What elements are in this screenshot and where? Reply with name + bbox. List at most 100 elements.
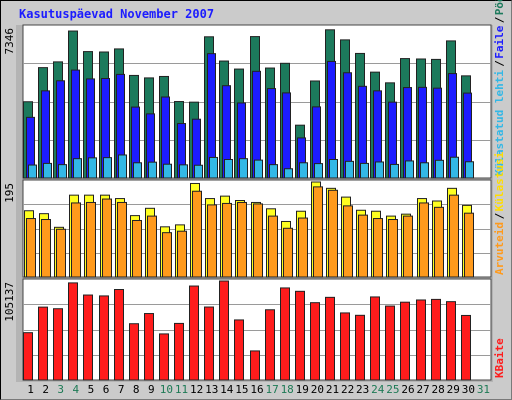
bar <box>56 228 66 278</box>
bar <box>239 158 248 179</box>
bar <box>192 190 202 278</box>
bar <box>73 158 82 179</box>
bar <box>269 164 278 179</box>
x-tick-label: 14 <box>220 383 234 396</box>
bar <box>310 302 320 381</box>
bar <box>222 202 232 278</box>
bar <box>419 202 429 278</box>
bar <box>431 298 441 381</box>
bar <box>118 154 127 179</box>
x-tick-label: 17 <box>265 383 278 396</box>
bar <box>56 80 65 179</box>
bar <box>284 168 293 179</box>
bar <box>117 201 127 278</box>
x-tick-label: 9 <box>148 383 155 396</box>
series-separator: / <box>493 212 506 219</box>
bar <box>68 282 78 381</box>
bar <box>416 299 426 381</box>
bar <box>403 215 413 278</box>
bar <box>343 205 353 278</box>
x-tick-label: 3 <box>57 383 64 396</box>
x-tick-label: 20 <box>311 383 324 396</box>
bar <box>99 295 109 381</box>
bar <box>177 230 187 278</box>
bar <box>446 301 456 381</box>
bar <box>388 219 398 278</box>
bar <box>329 159 338 179</box>
bar <box>358 214 368 278</box>
x-tick-label: 1 <box>27 383 34 396</box>
bar <box>174 322 184 381</box>
bar <box>224 159 233 179</box>
bar <box>464 212 474 278</box>
bar <box>390 163 399 179</box>
bar <box>295 290 305 381</box>
x-tick-label: 23 <box>356 383 369 396</box>
bar <box>189 285 199 381</box>
series-label: Külastatud lehti <box>493 70 506 176</box>
bar <box>328 189 338 278</box>
x-tick-label: 5 <box>88 383 95 396</box>
bar <box>53 308 63 381</box>
bar <box>313 186 323 278</box>
bar <box>41 219 51 278</box>
x-tick-label: 22 <box>341 383 354 396</box>
series-separator: / <box>493 60 506 67</box>
bar <box>147 215 157 278</box>
bar <box>314 163 323 179</box>
bar <box>58 164 67 179</box>
bar <box>435 159 444 179</box>
bar <box>268 215 278 278</box>
x-tick-label: 16 <box>250 383 263 396</box>
bar <box>28 164 37 179</box>
x-tick-label: 4 <box>73 383 80 396</box>
bar <box>420 162 429 179</box>
series-label: Faile <box>493 25 506 58</box>
bar <box>204 306 214 381</box>
x-tick-label: 30 <box>462 383 475 396</box>
bar <box>71 202 81 278</box>
series-label: Külastusi <box>493 151 506 211</box>
bar <box>465 161 474 179</box>
x-tick-label: 28 <box>432 383 445 396</box>
bar <box>234 319 244 381</box>
bar <box>360 162 369 179</box>
bar <box>283 227 293 278</box>
bar <box>450 156 459 179</box>
bar <box>299 162 308 179</box>
bar <box>461 314 471 381</box>
bar <box>159 333 169 381</box>
bar <box>254 159 263 179</box>
bar <box>207 204 217 278</box>
bar <box>129 323 139 381</box>
bar <box>179 164 188 179</box>
bar <box>373 218 383 278</box>
x-tick-label: 19 <box>296 383 309 396</box>
x-tick-label: 13 <box>205 383 218 396</box>
bar <box>298 217 308 278</box>
series-label: Pöördumisi <box>493 0 506 15</box>
x-tick-label: 27 <box>416 383 429 396</box>
x-tick-label: 18 <box>281 383 294 396</box>
bar <box>400 301 410 381</box>
bar <box>88 157 97 179</box>
bar <box>162 232 172 278</box>
bar <box>345 160 354 179</box>
axis-max-label: 105137 <box>3 282 16 322</box>
bar <box>340 312 350 381</box>
bar <box>280 287 290 381</box>
series-separator: / <box>493 16 506 23</box>
bar <box>194 164 203 179</box>
x-tick-label: 31 <box>477 383 490 396</box>
series-label: KBaite <box>493 338 506 378</box>
x-tick-label: 15 <box>235 383 248 396</box>
bar <box>375 161 384 179</box>
x-tick-label: 29 <box>447 383 460 396</box>
bar <box>163 163 172 179</box>
bar <box>148 161 157 179</box>
x-tick-label: 11 <box>175 383 188 396</box>
x-tick-label: 12 <box>190 383 203 396</box>
bar <box>23 332 33 381</box>
x-tick-label: 25 <box>386 383 399 396</box>
